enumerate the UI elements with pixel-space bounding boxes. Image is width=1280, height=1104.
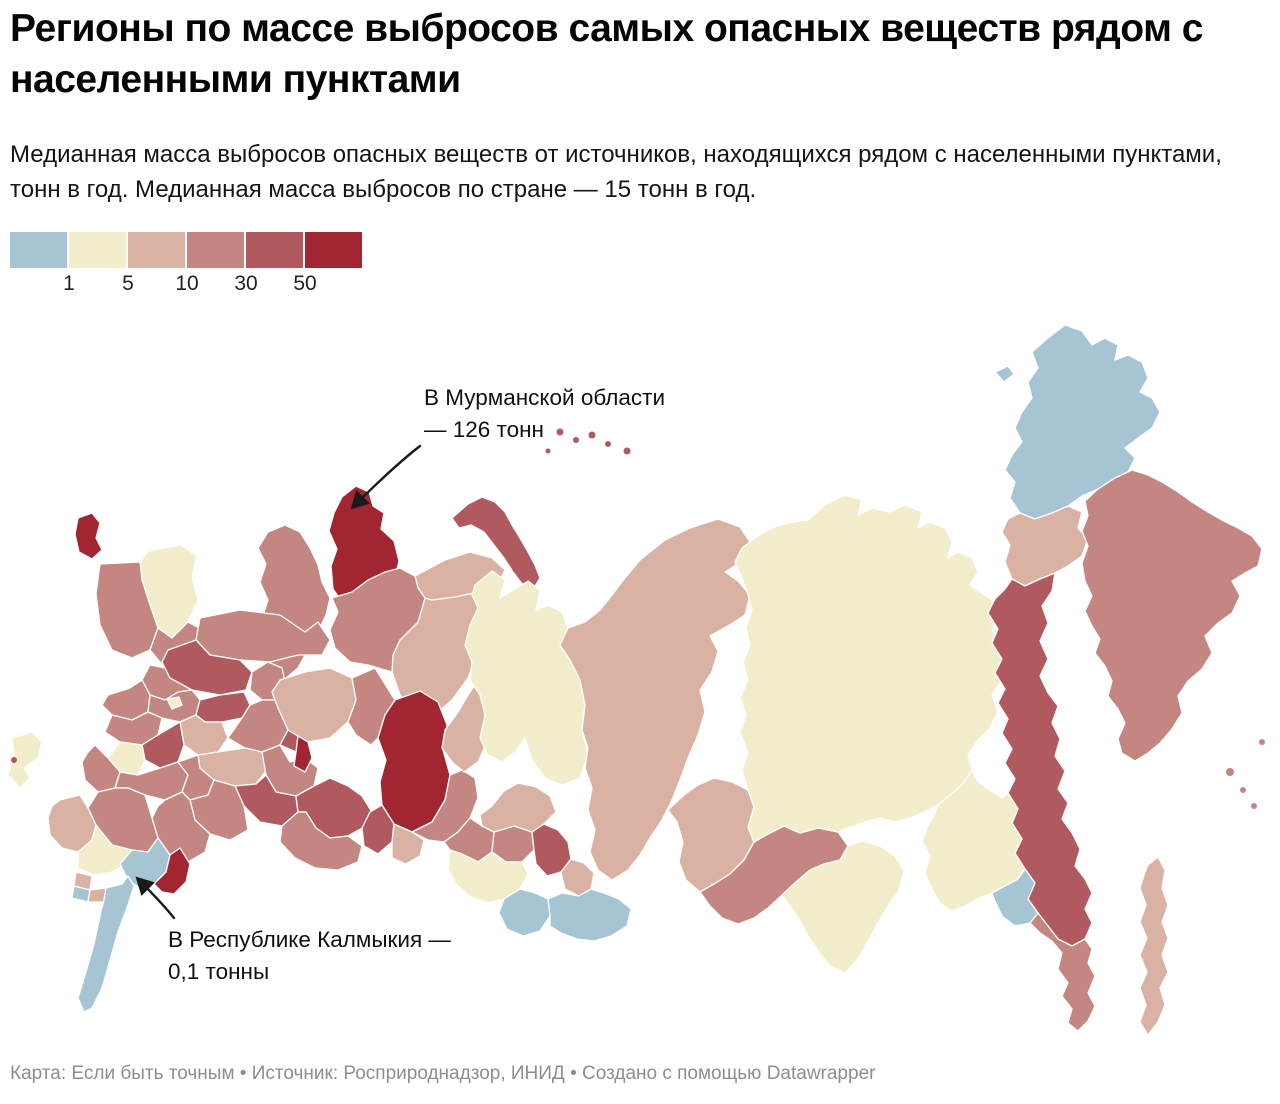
island-dot-9 (1259, 739, 1265, 745)
kalmykia-annotation-line2: 0,1 тонны (168, 958, 270, 984)
region-yaroslavl_kostroma[interactable]: Ярославская и Костромская области (161, 639, 253, 696)
region-sakhalin[interactable]: Сахалинская область (1139, 856, 1169, 1036)
credits-footer: Карта: Если быть точным • Источник: Росп… (10, 1063, 876, 1084)
kalmykia-annotation: В Республике Калмыкия — 0,1 тонны (168, 924, 451, 987)
page-subtitle: Медианная масса выбросов опасных веществ… (10, 141, 1222, 203)
island-dot-3 (605, 441, 611, 447)
island-dot-6 (1226, 768, 1234, 776)
kalmykia-annotation-line1: В Республике Калмыкия — (168, 927, 451, 952)
island-dot-2 (588, 431, 596, 439)
murmansk-annotation: В Мурманской области — 126 тонн (424, 382, 665, 445)
island-dot-10 (11, 757, 17, 763)
region-udmurtia[interactable]: Удмуртская Республика (293, 735, 313, 773)
russia-choropleth-map[interactable]: Мурманская областьРеспублика КарелияКали… (0, 310, 1280, 1056)
region-novaya_zemlya[interactable]: Новая Земля (451, 496, 541, 589)
region-yamal[interactable]: Ямало-Ненецкий АО (464, 570, 589, 786)
region-chechnya[interactable]: Чеченская Республика (87, 887, 107, 903)
region-perm[interactable]: Пермский край (347, 667, 396, 746)
region-volgograd[interactable]: Волгоградская область (151, 791, 211, 863)
region-moscow_city[interactable] (166, 696, 183, 710)
region-khakassia[interactable]: Республика Хакасия (560, 858, 595, 897)
legend-tick-labels: 1 5 10 30 50 (10, 268, 430, 295)
region-tomsk[interactable]: Томская область (479, 782, 557, 833)
region-wrangel[interactable]: остров Врангеля (994, 365, 1015, 383)
region-primorye[interactable]: Приморский край (1029, 912, 1096, 1032)
region-zabaikalsky[interactable]: Забайкальский край (781, 840, 905, 974)
murmansk-annotation-arrow (350, 444, 422, 510)
region-magadan[interactable]: Магаданская область (1001, 505, 1089, 587)
legend-swatch-b1_5 (69, 232, 126, 268)
region-tuva[interactable]: Республика Тыва (547, 888, 632, 942)
legend-swatch-gt50 (305, 232, 362, 268)
legend-swatch-row (10, 232, 430, 268)
region-orenburg[interactable]: Оренбургская область (279, 811, 363, 871)
map-container: Мурманская областьРеспублика КарелияКали… (0, 310, 1280, 1056)
color-legend: 1 5 10 30 50 (10, 232, 430, 295)
region-arkhangelsk[interactable]: Архангельская область (329, 567, 426, 673)
murmansk-annotation-line2: — 126 тонн (424, 416, 544, 442)
region-astrakhan[interactable]: Астраханская область (153, 847, 191, 895)
legend-swatch-b5_10 (128, 232, 185, 268)
legend-swatch-lt1 (10, 232, 67, 268)
page-title: Регионы по массе выбросов самых опасных … (10, 7, 1203, 101)
island-dot-8 (1251, 803, 1257, 809)
region-mordovia_penza[interactable]: Пензенская область и Мордовия (197, 747, 269, 787)
region-crimea[interactable]: Республика Крым (7, 731, 43, 789)
island-dot-5 (545, 448, 551, 454)
legend-tick-30: 30 (234, 272, 258, 295)
kalmykia-annotation-arrow (135, 876, 176, 920)
region-altai_krai[interactable]: Алтайский край (447, 849, 529, 904)
region-kaliningrad[interactable]: Калининградская область (74, 512, 103, 560)
murmansk-annotation-line1: В Мурманской области (424, 385, 666, 410)
region-altai_rep[interactable]: Республика Алтай (498, 888, 551, 937)
legend-tick-50: 50 (293, 272, 317, 295)
region-dagestan[interactable]: Республика Дагестан (77, 875, 135, 1013)
island-dot-1 (573, 437, 579, 443)
island-dot-0 (556, 428, 564, 436)
region-kirov[interactable]: Кировская область (271, 667, 357, 743)
legend-tick-1: 1 (63, 272, 75, 295)
island-dot-4 (623, 447, 631, 455)
region-kemerovo[interactable]: Кемеровская область (531, 823, 572, 877)
legend-swatch-b10_30 (187, 232, 244, 268)
island-dot-7 (1240, 787, 1246, 793)
legend-swatch-b30_50 (246, 232, 303, 268)
legend-tick-5: 5 (122, 272, 134, 295)
region-kamchatka[interactable]: Камчатский край (1081, 469, 1263, 762)
region-tyumen[interactable]: Тюменская область (411, 769, 479, 843)
legend-tick-10: 10 (175, 272, 199, 295)
